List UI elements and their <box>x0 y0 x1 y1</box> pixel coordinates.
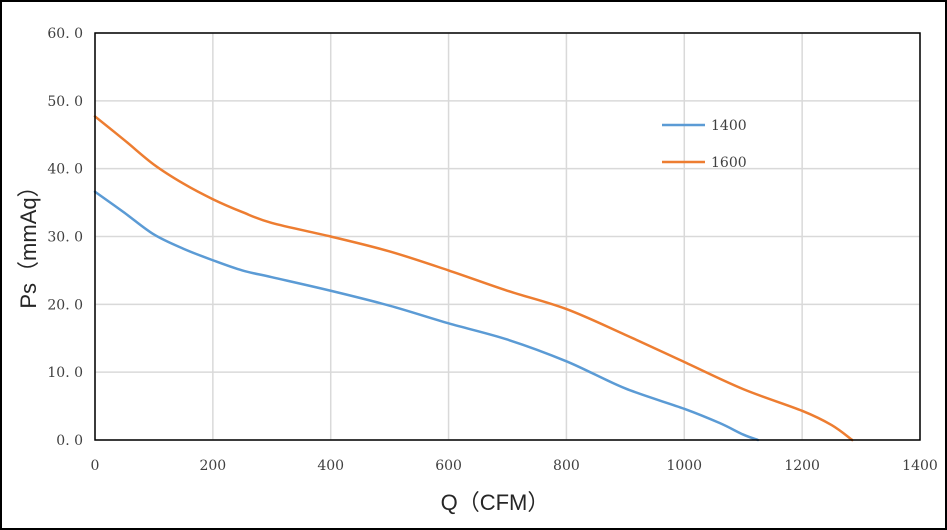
x-tick-label: 1400 <box>902 458 938 474</box>
y-tick-label: 20. 0 <box>47 297 83 313</box>
y-axis-label: Ps（mmAq） <box>16 175 41 308</box>
x-axis-ticks: 0 200 400 600 800 1000 1200 1400 <box>91 458 938 474</box>
x-tick-label: 400 <box>317 458 344 474</box>
y-tick-label: 60. 0 <box>47 26 83 42</box>
y-tick-label: 40. 0 <box>47 162 83 178</box>
y-tick-label: 0. 0 <box>56 433 83 449</box>
x-tick-label: 200 <box>199 458 226 474</box>
y-tick-label: 10. 0 <box>47 365 83 381</box>
legend-label: 1600 <box>711 155 747 171</box>
gridlines <box>94 32 921 441</box>
x-tick-label: 600 <box>435 458 462 474</box>
y-axis-ticks: 0. 0 10. 0 20. 0 30. 0 40. 0 50. 0 60. 0 <box>47 26 83 449</box>
x-tick-label: 1200 <box>784 458 820 474</box>
series-line-1400 <box>93 190 760 442</box>
legend-label: 1400 <box>711 118 747 134</box>
x-axis-label: Q（CFM） <box>441 490 550 515</box>
plot-area-border <box>94 32 921 441</box>
series-lines <box>93 115 854 442</box>
legend: 1400 1600 <box>662 118 747 171</box>
x-tick-label: 0 <box>91 458 100 474</box>
y-tick-label: 30. 0 <box>47 230 83 246</box>
x-tick-label: 1000 <box>666 458 702 474</box>
y-tick-label: 50. 0 <box>47 94 83 110</box>
series-line-1600 <box>93 115 854 442</box>
x-tick-label: 800 <box>553 458 580 474</box>
